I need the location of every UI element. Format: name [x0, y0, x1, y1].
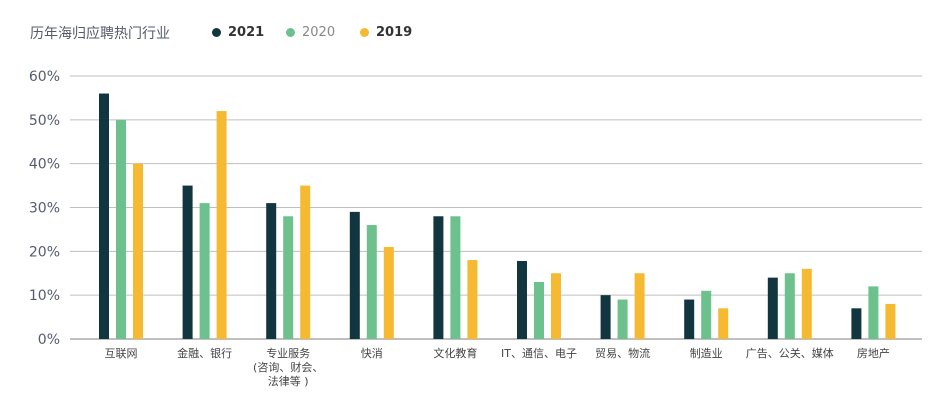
y-tick-label: 20% [29, 244, 60, 260]
bar-2021 [517, 260, 527, 339]
legend-label-2021: 2021 [228, 25, 265, 40]
bar-2019 [801, 268, 812, 339]
bar-2020 [784, 273, 795, 339]
bar-2021 [600, 295, 611, 339]
x-tick-label: 专业服务 [266, 346, 310, 360]
legend-label-2019: 2019 [376, 25, 413, 40]
x-tick-label: IT、通信、电子 [501, 347, 577, 360]
y-tick-label: 10% [29, 288, 60, 304]
bar-2020 [868, 286, 879, 339]
bar-2020 [199, 203, 210, 339]
legend-dot-2019 [360, 28, 369, 37]
legend-item-2020: 2020 [286, 25, 335, 40]
bar-2020 [450, 216, 461, 339]
bar-2019 [383, 246, 394, 339]
y-tick-label: 60% [29, 69, 60, 85]
y-tick-label: 30% [29, 201, 60, 217]
y-tick-label: 0% [38, 332, 60, 348]
legend-dot-2020 [286, 28, 295, 37]
bar-2021 [99, 93, 109, 340]
bar-2021 [349, 211, 360, 339]
chart-title: 历年海归应聘热门行业 [30, 26, 170, 42]
bar-2020 [283, 216, 294, 339]
y-tick-label: 50% [29, 113, 60, 129]
bar-2019 [133, 163, 143, 339]
x-tick-label: 金融、银行 [177, 346, 232, 360]
bar-2019 [216, 111, 227, 339]
bar-2019 [885, 303, 896, 339]
bar-2020 [701, 290, 712, 339]
bar-2020 [617, 299, 628, 339]
bar-2020 [116, 119, 126, 339]
bar-2021 [767, 277, 778, 339]
x-tick-label: 贸易、物流 [595, 346, 650, 360]
x-tick-label: 制造业 [690, 346, 723, 360]
bar-2021 [182, 185, 193, 339]
bar-2021 [266, 203, 277, 339]
x-tick-label: 互联网 [105, 347, 138, 360]
bar-2019 [300, 185, 311, 339]
bar-2019 [634, 273, 645, 339]
legend-dot-2021 [212, 28, 221, 37]
x-tick-label: 广告、公关、媒体 [746, 346, 834, 360]
x-tick-label: 法律等 ) [268, 374, 309, 388]
bar-2021 [684, 299, 695, 339]
legend-item-2019: 2019 [360, 25, 412, 40]
x-tick-label: 快消 [361, 346, 383, 360]
legend-label-2020: 2020 [302, 25, 336, 40]
bar-2021 [433, 216, 444, 339]
bar-2021 [851, 308, 862, 339]
x-tick-label: 房地产 [857, 346, 890, 360]
x-tick-label: (咨询、财会、 [253, 360, 323, 374]
bar-2020 [534, 282, 544, 339]
bar-2019 [467, 260, 478, 339]
legend-item-2021: 2021 [212, 25, 264, 40]
bar-2020 [366, 225, 377, 339]
y-tick-label: 40% [29, 157, 60, 173]
bar-2019 [718, 308, 729, 339]
x-tick-label: 文化教育 [433, 346, 477, 360]
bar-2019 [551, 273, 561, 339]
